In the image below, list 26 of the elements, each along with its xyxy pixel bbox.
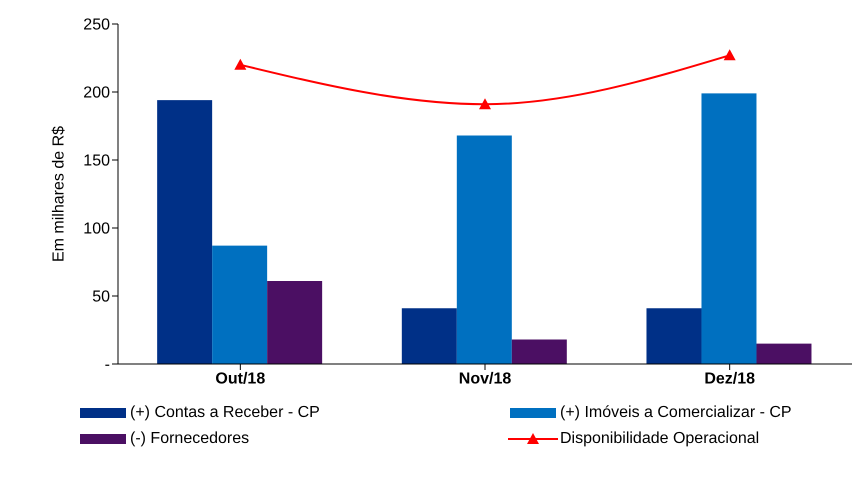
bar (701, 93, 756, 364)
y-tick-label: 200 (83, 84, 110, 102)
bar (157, 100, 212, 364)
y-tick-label: 100 (83, 220, 110, 238)
bar (456, 136, 512, 364)
legend-label: (+) Imóveis a Comercializar - CP (560, 404, 792, 422)
legend-label: (-) Fornecedores (130, 430, 250, 448)
x-tick-label: Dez/18 (704, 370, 756, 388)
bar (756, 344, 812, 364)
point (479, 98, 491, 110)
legend-label: (+) Contas a Receber - CP (130, 404, 320, 422)
bar (646, 308, 702, 364)
y-axis-title: Em milhares de R$ (50, 126, 68, 262)
legend-label: Disponibilidade Operacional (560, 430, 760, 448)
y-tick-label: - (104, 356, 110, 374)
y-tick-label: 50 (92, 288, 110, 306)
bar (402, 308, 457, 364)
point (724, 49, 736, 60)
bar (512, 340, 567, 364)
point (234, 58, 246, 70)
bar (212, 246, 268, 364)
bar (267, 281, 322, 364)
y-tick-label: 250 (83, 16, 110, 34)
x-tick-label: Out/18 (215, 370, 266, 388)
y-tick-label: 150 (83, 152, 110, 170)
x-tick-label: Nov/18 (458, 370, 512, 388)
